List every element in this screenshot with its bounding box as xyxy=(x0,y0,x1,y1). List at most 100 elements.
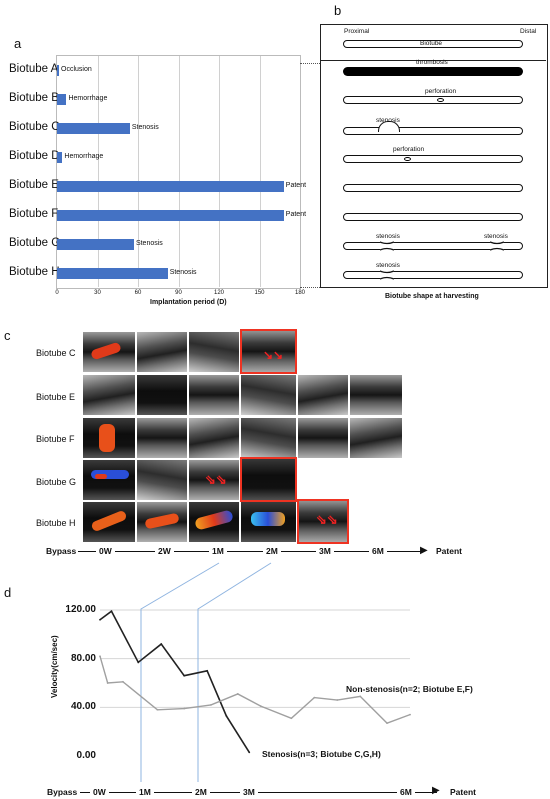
panel-a-tick-label: 150 xyxy=(254,290,265,296)
chart-d-ylabel: Velocity(cm/sec) xyxy=(50,635,59,698)
panel-b-frame xyxy=(320,24,548,288)
chart-d-point xyxy=(122,680,124,683)
panel-a-bar-label: Stenosis xyxy=(135,240,163,247)
panel-d-line-chart xyxy=(99,562,411,782)
panel-b-divider xyxy=(320,60,546,61)
panel-a-bar xyxy=(57,152,63,163)
timeline-c-6m: 6M xyxy=(369,546,387,556)
timeline-d-line xyxy=(80,792,437,793)
us-image-f-6m xyxy=(350,418,402,458)
us-image-e-1m xyxy=(189,375,239,415)
tube-b xyxy=(343,96,523,104)
panel-a-row-name: Biotube H xyxy=(9,266,60,278)
us-image-e-6m xyxy=(350,375,402,415)
panel-a-gridline xyxy=(259,56,261,287)
perforation-hole-d xyxy=(404,157,411,161)
panel-a-bar xyxy=(57,65,59,76)
timeline-c-patent: Patent xyxy=(436,546,462,556)
red-arrow-icon: ⇘⇘ xyxy=(205,472,227,487)
chart-d-point xyxy=(183,707,186,710)
panel-a-label: a xyxy=(14,36,22,51)
red-arrow-icon: ⇘⇘ xyxy=(316,512,338,527)
tube-g xyxy=(343,242,523,250)
row-label-f: Biotube F xyxy=(36,434,75,444)
timeline-d-bypass: Bypass xyxy=(47,787,78,797)
us-image-g-0w xyxy=(83,460,135,500)
chart-d-point xyxy=(248,751,251,754)
timeline-d-0w: 0W xyxy=(90,787,109,797)
timeline-d-1m: 1M xyxy=(136,787,154,797)
us-image-f-0w xyxy=(83,418,135,458)
panel-a-gridline xyxy=(178,56,180,287)
chart-d-point xyxy=(110,610,113,613)
chart-d-point xyxy=(206,669,209,672)
chart-d-point xyxy=(409,713,411,716)
panel-a-row-name: Biotube C xyxy=(9,121,60,133)
row-label-g: Biotube G xyxy=(36,477,77,487)
timeline-d-arrowhead: ▶ xyxy=(432,785,440,796)
timeline-c-3m: 3M xyxy=(316,546,334,556)
proximal-label: Proximal xyxy=(344,28,370,35)
panel-a-tick-label: 30 xyxy=(94,290,101,296)
panel-a-bar-label: Hemorrhage xyxy=(68,95,108,102)
timeline-c-2m: 2M xyxy=(263,546,281,556)
chart-d-ytick-label: 80.00 xyxy=(70,652,96,664)
timeline-c-bypass: Bypass xyxy=(46,546,77,556)
panel-c-label: c xyxy=(4,328,11,343)
us-image-h-0w xyxy=(83,502,135,542)
panel-a-row-name: Biotube A xyxy=(9,63,59,75)
panel-a-bar-label: Stenosis xyxy=(131,124,159,131)
tube-f xyxy=(343,213,523,221)
tube-h xyxy=(343,271,523,279)
row-label-c: Biotube C xyxy=(36,348,76,358)
chart-d-ytick-label: 0.00 xyxy=(76,750,96,761)
panel-a-bar-label: Patent xyxy=(285,182,307,189)
row-label-e: Biotube E xyxy=(36,392,76,402)
chart-d-point xyxy=(313,696,316,699)
us-image-f-1m xyxy=(189,418,239,458)
us-image-h-2m xyxy=(241,502,296,542)
perforation-label-d: perforation xyxy=(393,146,425,153)
panel-a-row-name: Biotube G xyxy=(9,237,61,249)
chart-d-ytick-label: 40.00 xyxy=(70,701,96,713)
panel-b-caption: Biotube shape at harvesting xyxy=(385,293,479,300)
tube-reference-label: Biotube xyxy=(420,40,443,47)
chart-d-point xyxy=(336,699,339,701)
chart-d-point xyxy=(137,661,140,664)
panel-a-row-name: Biotube B xyxy=(9,92,59,104)
chart-d-point xyxy=(290,717,293,720)
stenosis-pinch-g1 xyxy=(380,240,394,252)
chart-d-ytick-label: 120.00 xyxy=(65,604,96,615)
timeline-c-line xyxy=(78,551,424,552)
panel-a-bar-label: Stenosis xyxy=(169,269,197,276)
tube-reference xyxy=(343,40,523,48)
legend-non-stenosis: Non-stenosis(n=2; Biotube E,F) xyxy=(346,684,473,694)
chart-d-point xyxy=(99,618,101,621)
us-image-c-0w xyxy=(83,332,135,372)
panel-a-xlabel: Implantation period (D) xyxy=(150,299,227,306)
legend-stenosis: Stenosis(n=3; Biotube C,G,H) xyxy=(262,749,381,759)
perforation-hole-b xyxy=(437,98,444,102)
chart-d-guide-1m xyxy=(140,562,220,782)
timeline-c-2w: 2W xyxy=(155,546,174,556)
panel-a-bar xyxy=(57,268,168,279)
us-image-e-2w xyxy=(137,375,187,415)
chart-d-point xyxy=(106,682,109,684)
stenosis-bump-c xyxy=(378,121,400,132)
panel-a-bar xyxy=(57,239,134,250)
chart-d-series-line xyxy=(99,610,250,753)
chart-d-point xyxy=(386,722,388,725)
thrombosis-label: thrombosis xyxy=(416,59,448,66)
red-arrow-icon: ↘↘ xyxy=(263,348,284,362)
connector-top xyxy=(300,63,320,64)
tube-e xyxy=(343,184,523,192)
chart-d-point xyxy=(259,705,262,708)
panel-a-tick-label: 120 xyxy=(213,290,224,296)
tube-d xyxy=(343,155,523,163)
stenosis-label-g2: stenosis xyxy=(484,233,508,240)
perforation-label-b: perforation xyxy=(425,88,457,95)
timeline-d-6m: 6M xyxy=(397,787,415,797)
stenosis-label-h: stenosis xyxy=(376,262,400,269)
panel-a-frame xyxy=(56,55,301,289)
panel-a-bar xyxy=(57,94,67,105)
